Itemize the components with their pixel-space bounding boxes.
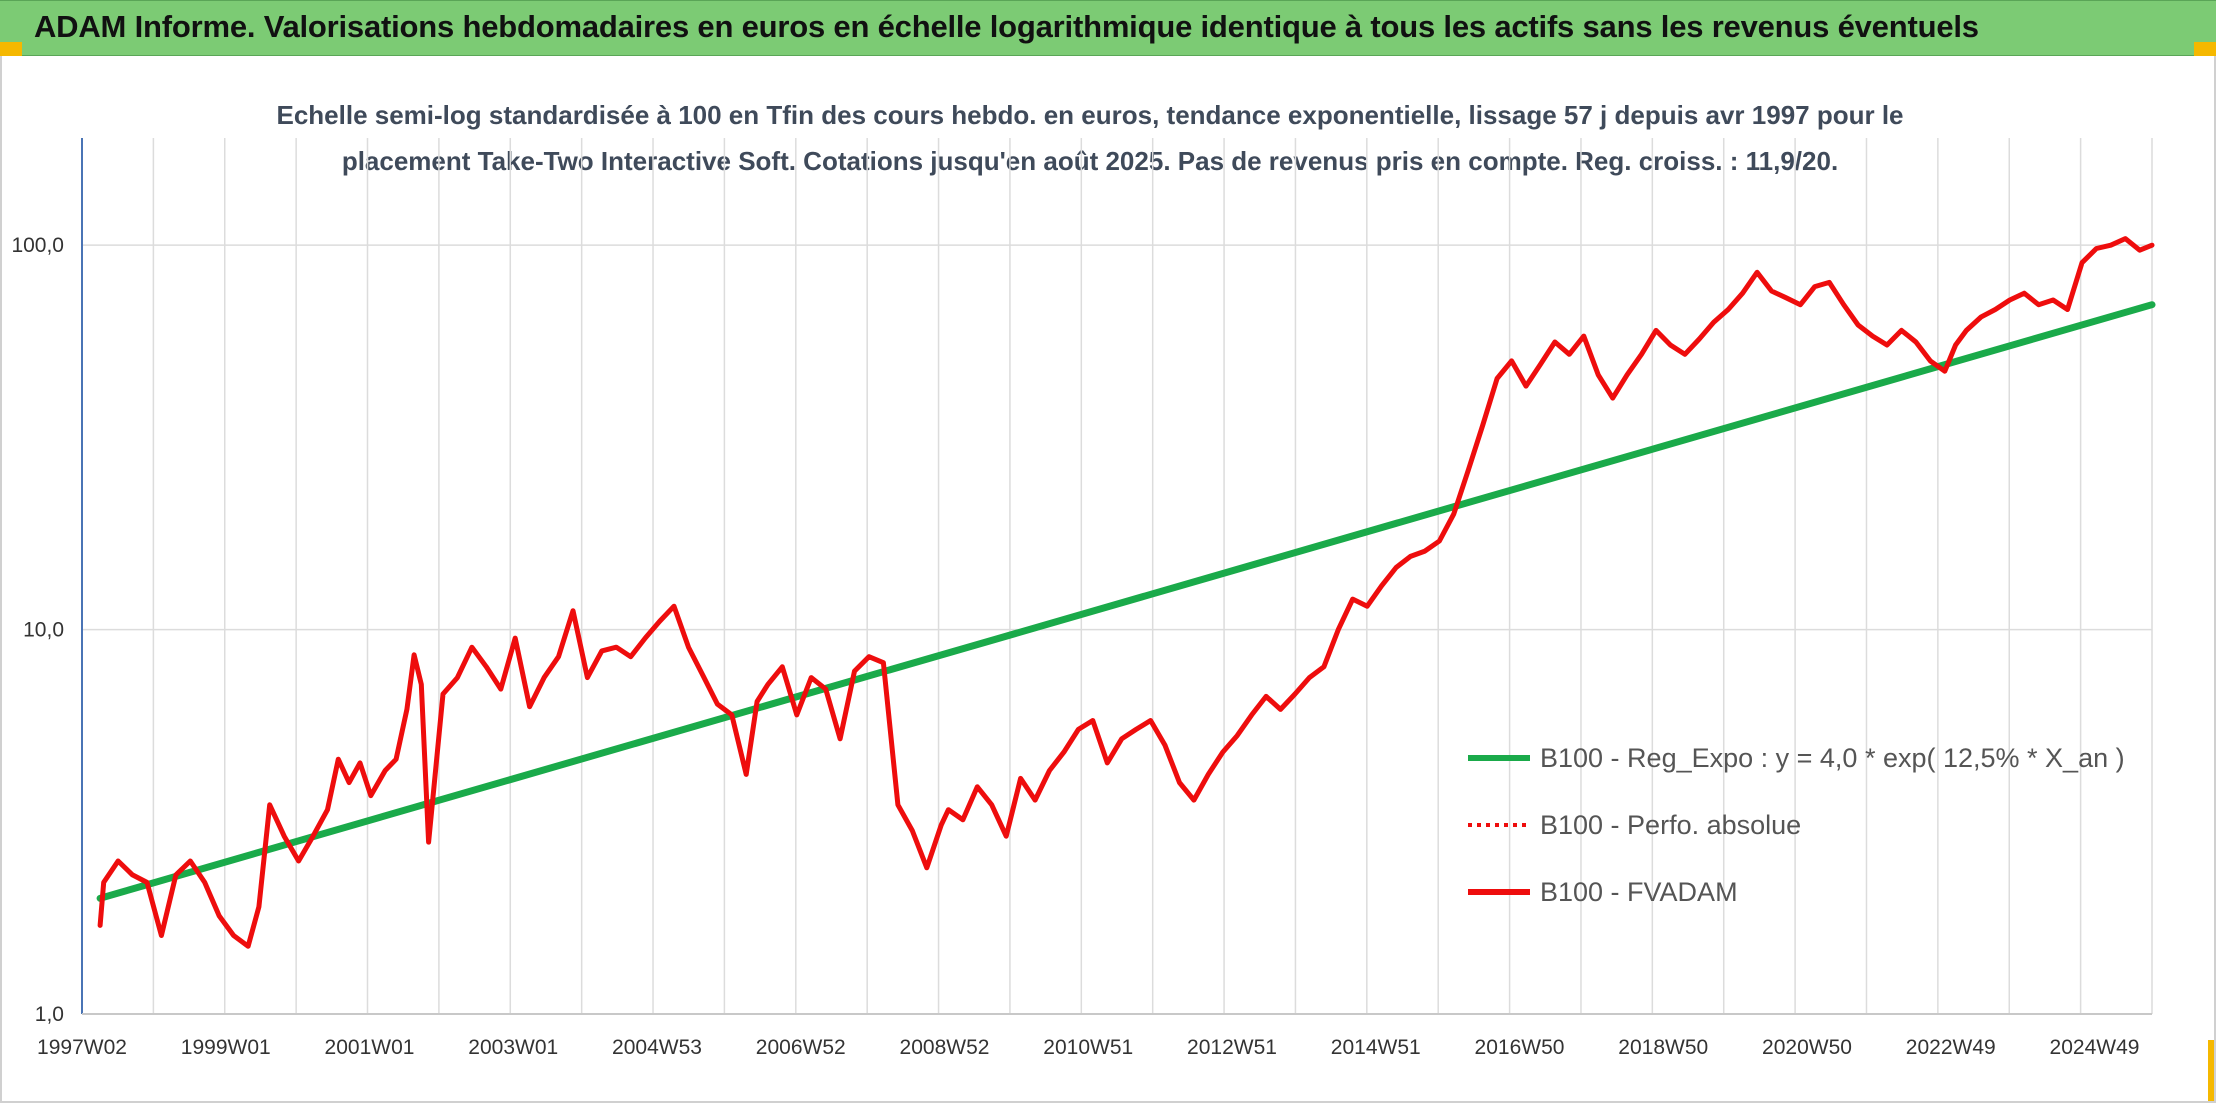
y-tick-label: 1,0 [35,1003,64,1026]
x-tick-label: 2016W50 [1475,1036,1565,1059]
legend-label: B100 - Reg_Expo : y = 4,0 * exp( 12,5% *… [1540,743,2125,773]
x-tick-label: 2010W51 [1043,1036,1133,1059]
chart-frame [0,56,2216,1103]
corner-marker-left [0,42,22,56]
x-tick-label: 2022W49 [1906,1036,1996,1059]
x-tick-label: 2020W50 [1762,1036,1852,1059]
x-tick-label: 2008W52 [900,1036,990,1059]
x-tick-label: 1999W01 [181,1036,271,1059]
corner-marker-right [2194,42,2216,56]
x-tick-label: 2014W51 [1331,1036,1421,1059]
legend-label: B100 - FVADAM [1540,877,1738,907]
y-tick-label: 10,0 [23,619,64,642]
x-tick-label: 2024W49 [2050,1036,2140,1059]
grid-layer [82,138,2153,1014]
legend-layer: B100 - Reg_Expo : y = 4,0 * exp( 12,5% *… [1468,743,2125,907]
y-tick-label: 100,0 [11,234,64,257]
legend-label: B100 - Perfo. absolue [1540,810,1801,840]
x-tick-label: 2018W50 [1618,1036,1708,1059]
x-tick-label: 2001W01 [325,1036,415,1059]
series-line-trend [96,301,2156,902]
x-tick-label: 1997W02 [37,1036,127,1059]
x-tick-label: 2012W51 [1187,1036,1277,1059]
chart-subtitle: Echelle semi-log standardisée à 100 en T… [276,100,1904,176]
title-banner: ADAM Informe. Valorisations hebdomadaire… [0,0,2216,56]
x-tick-label: 2006W52 [756,1036,846,1059]
x-tick-label: 2003W01 [468,1036,558,1059]
page-title: ADAM Informe. Valorisations hebdomadaire… [34,9,1979,44]
series-layer [96,236,2156,949]
right-edge-bar [2208,1040,2216,1103]
series-line-fvadam [97,236,2155,949]
x-tick-label: 2004W53 [612,1036,702,1059]
axis-layer: 1,0 10,0 100,0 1997W02 1999W01 2001W01 2003W01… [11,138,2152,1059]
